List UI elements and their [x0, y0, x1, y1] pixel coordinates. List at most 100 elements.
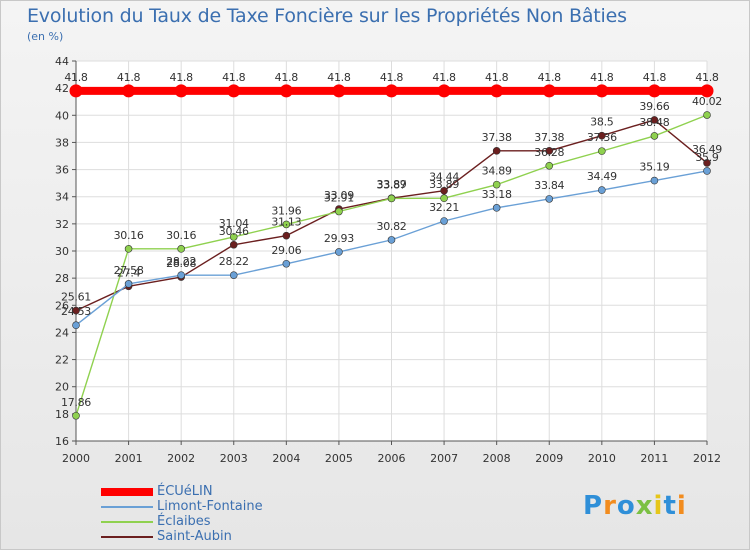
data-label: 34.89	[482, 165, 512, 178]
data-point	[124, 280, 133, 288]
data-label: 41.8	[117, 71, 141, 84]
data-label: 29.93	[324, 232, 354, 245]
legend-swatch	[101, 521, 153, 523]
data-point	[385, 84, 398, 98]
data-point	[545, 147, 554, 155]
legend-swatch	[101, 506, 153, 508]
data-label: 31.13	[271, 216, 301, 229]
x-tick-label: 2004	[272, 452, 300, 465]
legend-label: Limont-Fontaine	[157, 499, 263, 514]
logo-letter: r	[603, 491, 617, 521]
logo-letter: o	[616, 491, 636, 521]
data-label: 36.49	[692, 143, 722, 156]
data-point	[387, 194, 396, 203]
data-label: 41.8	[538, 71, 562, 84]
data-point	[72, 306, 80, 315]
data-point	[72, 321, 80, 330]
data-label: 33.84	[534, 179, 564, 192]
data-label: 41.8	[222, 71, 246, 84]
data-point	[282, 259, 291, 268]
data-point	[492, 204, 501, 212]
logo-letter: i	[653, 491, 664, 521]
legend-item: Saint-Aubin	[101, 530, 321, 544]
data-point	[282, 220, 291, 229]
y-tick-label: 16	[55, 435, 69, 448]
data-point	[490, 84, 504, 98]
data-label: 40.02	[692, 95, 722, 108]
data-label: 33.18	[482, 188, 512, 201]
y-tick-label: 20	[55, 381, 69, 394]
legend-item: Éclaibes	[101, 515, 321, 529]
data-point	[279, 84, 293, 98]
data-point	[492, 147, 501, 155]
data-point	[387, 236, 396, 244]
logo-letter: P	[583, 491, 604, 521]
x-tick-label: 2009	[535, 452, 563, 465]
x-tick-label: 2002	[167, 452, 195, 465]
logo-letter: x	[635, 491, 654, 521]
data-label: 41.8	[380, 71, 404, 84]
y-tick-label: 28	[55, 272, 69, 285]
data-point	[72, 411, 80, 420]
data-label: 17.86	[61, 396, 91, 409]
data-label: 33.87	[377, 178, 407, 191]
data-point	[437, 84, 451, 98]
y-tick-label: 42	[55, 82, 69, 95]
data-point	[174, 84, 188, 98]
data-point	[595, 84, 609, 98]
x-tick-label: 2005	[325, 452, 353, 465]
legend-label: ÉCUéLIN	[157, 484, 213, 499]
x-tick-label: 2011	[640, 452, 668, 465]
data-point	[650, 132, 659, 140]
data-point	[124, 245, 133, 253]
data-point	[122, 84, 136, 98]
data-label: 36.28	[534, 146, 564, 159]
data-label: 28.08	[166, 257, 196, 270]
y-tick-label: 36	[55, 164, 69, 177]
chart-title: Evolution du Taux de Taxe Foncière sur l…	[27, 5, 627, 27]
logo-letter: t	[663, 491, 677, 521]
proxiti-logo: Proxiti	[583, 491, 687, 521]
data-label: 28.22	[166, 255, 196, 268]
data-label: 37.38	[534, 131, 564, 144]
data-label: 30.16	[114, 229, 144, 242]
data-point	[332, 84, 346, 98]
data-label: 33.09	[324, 189, 354, 202]
data-label: 35.9	[695, 151, 719, 164]
legend-label: Éclaibes	[157, 514, 211, 529]
x-tick-label: 2003	[220, 452, 248, 465]
data-label: 41.8	[170, 71, 194, 84]
data-point	[282, 231, 291, 240]
y-tick-label: 38	[55, 136, 69, 149]
data-label: 27.4	[117, 266, 141, 279]
data-label: 30.46	[219, 225, 249, 238]
data-label: 33.89	[429, 178, 459, 191]
data-point	[335, 248, 343, 256]
x-tick-label: 2006	[378, 452, 406, 465]
data-point	[650, 116, 659, 124]
data-point	[650, 176, 659, 185]
legend-item: Limont-Fontaine	[101, 500, 321, 514]
data-label: 34.49	[587, 170, 617, 183]
data-label: 41.8	[327, 71, 351, 84]
data-point	[335, 207, 343, 216]
legend-item: ÉCUéLIN	[101, 485, 321, 499]
data-label: 41.8	[275, 71, 299, 84]
data-label: 31.04	[219, 217, 249, 230]
data-label: 38.48	[639, 116, 669, 129]
data-point	[492, 180, 501, 189]
logo-letter: i	[676, 491, 687, 521]
data-label: 25.61	[61, 291, 91, 304]
legend-swatch	[101, 488, 153, 496]
data-label: 37.36	[587, 131, 617, 144]
data-label: 37.38	[482, 131, 512, 144]
data-point	[440, 217, 448, 225]
x-tick-label: 2007	[430, 452, 458, 465]
data-label: 34.44	[429, 171, 459, 184]
y-tick-label: 26	[55, 299, 69, 312]
y-tick-label: 34	[55, 191, 69, 204]
y-tick-label: 22	[55, 354, 69, 367]
data-point	[69, 84, 83, 98]
